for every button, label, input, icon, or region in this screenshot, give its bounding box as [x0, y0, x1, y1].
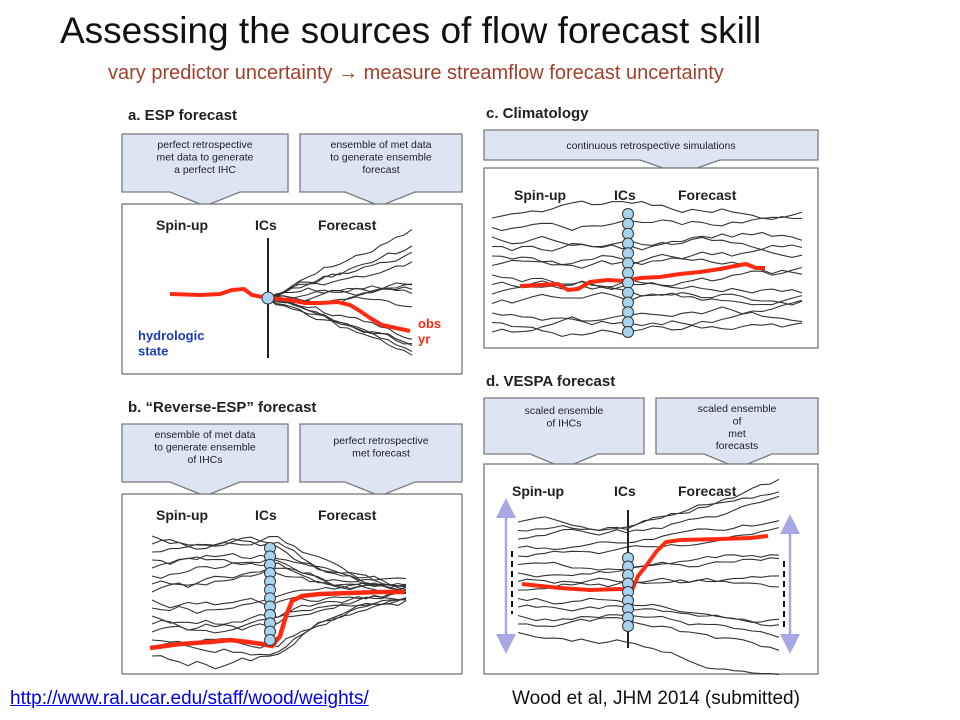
panel-climatology: c. Climatology continuous retrospective … — [483, 105, 819, 349]
panel-d-ensemble-trace — [517, 604, 780, 627]
panel-a-ensemble-trace — [267, 297, 413, 345]
panel-b-ensemble-trace — [151, 553, 407, 582]
panel-a-ic-node — [261, 291, 275, 305]
panel-a-ensemble-trace — [267, 251, 413, 299]
panel-d-ensemble-trace — [517, 617, 780, 651]
panel-b-ensemble-trace — [151, 536, 407, 587]
panel-b-ensemble-trace — [151, 567, 407, 593]
panel-c-forecast-label: Forecast — [678, 187, 737, 203]
panel-d-spinup-label: Spin-up — [512, 483, 564, 499]
panel-a-ensemble-trace — [267, 261, 413, 299]
panel-a-forecast-label: Forecast — [318, 217, 377, 233]
panel-b-forecast-label: Forecast — [318, 507, 377, 523]
panel-esp: a. ESP forecast perfect retrospective met… — [121, 107, 463, 375]
panel-c-ensemble-trace — [491, 311, 803, 327]
callout-b-1-text: ensemble of met data to generate ensemble… — [154, 429, 256, 466]
callout-d-1-text: scaled ensemble of IHCs — [525, 405, 604, 429]
callout-a-2: ensemble of met data to generate ensemble… — [299, 133, 463, 207]
panel-d-ensemble-trace — [518, 577, 780, 591]
citation-text: Wood et al, JHM 2014 (submitted) — [512, 688, 800, 709]
panel-c-ensemble-trace — [491, 200, 803, 220]
panel-b-heading: b. “Reverse-ESP” forecast — [128, 399, 316, 416]
panel-d-ensemble-trace — [517, 527, 780, 558]
callout-b-2-text: perfect retrospective met forecast — [333, 435, 428, 459]
panel-a-obs-line — [169, 286, 411, 333]
panel-c-ic-node-13 — [622, 326, 634, 338]
panel-a-heading: a. ESP forecast — [128, 107, 237, 124]
panel-a-ensemble-trace — [267, 282, 413, 299]
callout-d-2: scaled ensemble of met forecasts — [655, 397, 819, 469]
panel-d-ensemble-trace — [517, 631, 780, 675]
panel-b-ensemble-trace — [151, 535, 407, 591]
panel-d-obs-line — [521, 534, 769, 593]
panel-b-ic-nodes — [264, 542, 276, 646]
callout-c-1: continuous retrospective simulations — [483, 129, 819, 175]
panel-d-ensemble-trace — [517, 520, 780, 550]
panel-c-ic-node-5 — [622, 247, 634, 260]
panel-d-ensemble-trace — [517, 491, 780, 532]
callout-b-1: ensemble of met data to generate ensemble… — [121, 423, 289, 497]
panel-a-ensemble-trace — [267, 297, 413, 346]
panel-d-forecast-label: Forecast — [678, 483, 737, 499]
panel-b-obs-line — [149, 589, 404, 651]
panel-a-ensemble-trace — [267, 228, 413, 299]
panel-c-ic-node-8 — [622, 276, 634, 289]
panel-a-ensemble-trace — [267, 297, 413, 356]
panel-d-ensemble-trace — [517, 495, 780, 540]
panel-c-ensemble-trace — [491, 266, 803, 290]
panel-c-ics-label: ICs — [614, 187, 636, 203]
panel-reverse-esp: b. “Reverse-ESP” forecast ensemble of me… — [121, 399, 463, 675]
panel-b-ensemble-trace — [151, 535, 407, 588]
panel-c-ensemble-trace — [491, 321, 803, 337]
panel-a-box — [121, 203, 463, 375]
forecast-skill-diagram: a. ESP forecast perfect retrospective met… — [121, 105, 819, 675]
panel-d-box — [483, 463, 819, 675]
panel-c-spinup-label: Spin-up — [514, 187, 566, 203]
panel-b-ensemble-trace — [151, 557, 407, 594]
panel-b-spinup-label: Spin-up — [156, 507, 208, 523]
panel-c-ic-node-11 — [622, 306, 634, 319]
panel-b-ensemble-trace — [151, 598, 407, 670]
callout-d-1: scaled ensemble of IHCs — [483, 397, 645, 469]
panel-b-ensemble-trace — [151, 597, 407, 656]
callout-a-2-text: ensemble of met data to generate ensemble… — [330, 139, 432, 176]
panel-a-spinup-label: Spin-up — [156, 217, 208, 233]
panel-a-ensemble — [267, 228, 413, 356]
panel-c-ic-node-2 — [622, 217, 634, 230]
panel-c-ensemble-trace — [491, 244, 803, 267]
callout-a-1-text: perfect retrospective met data to generat… — [157, 139, 254, 176]
panel-c-ensemble-trace — [491, 216, 803, 232]
panel-d-ensemble-trace — [517, 575, 780, 584]
callout-b-2: perfect retrospective met forecast — [299, 423, 463, 497]
panel-c-ensemble-trace — [491, 292, 803, 306]
callout-a-1: perfect retrospective met data to generat… — [121, 133, 289, 207]
panel-d-ic-node-9 — [622, 620, 634, 632]
slide-title: Assessing the sources of flow forecast s… — [60, 10, 762, 51]
panel-c-ic-nodes — [622, 208, 634, 338]
reference-link[interactable]: http://www.ral.ucar.edu/staff/wood/weigh… — [10, 688, 369, 709]
panel-d-ensemble-trace — [517, 614, 780, 638]
panel-c-ensemble-trace — [491, 231, 803, 252]
panel-b-ensemble-trace — [151, 595, 407, 609]
panel-d-ic-nodes — [622, 552, 634, 632]
panel-a-ics-label: ICs — [255, 217, 277, 233]
panel-c-ensemble-trace — [491, 299, 803, 333]
panel-a-obs-annotation: obs yr — [418, 316, 441, 346]
callout-c-1-text: continuous retrospective simulations — [566, 140, 735, 152]
callout-d-2-text: scaled ensemble of met forecasts — [698, 403, 777, 452]
panel-c-heading: c. Climatology — [486, 105, 589, 122]
panel-b-ensemble-trace — [151, 582, 407, 614]
panel-a-state-annotation: hydrologic state — [138, 328, 204, 358]
panel-d-heading: d. VESPA forecast — [486, 373, 615, 390]
panel-d-ics-label: ICs — [614, 483, 636, 499]
panel-b-ic-node-12 — [264, 634, 276, 646]
panel-c-obs-line — [519, 261, 765, 293]
panel-c-ensemble-trace — [491, 235, 803, 258]
slide-subtitle: vary predictor uncertainty → measure str… — [108, 62, 724, 84]
panel-c-ensemble — [491, 200, 803, 337]
panel-b-ics-label: ICs — [255, 507, 277, 523]
panel-vespa: d. VESPA forecast scaled ensemble of IHCs… — [483, 373, 819, 675]
